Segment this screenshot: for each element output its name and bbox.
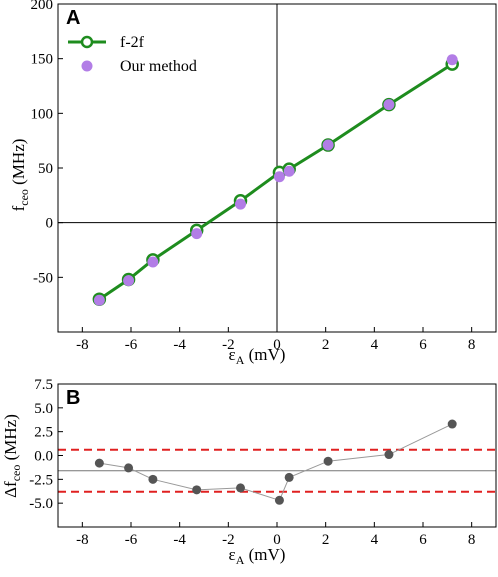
panel-b-x-tick-label: 4 (371, 532, 379, 548)
our-method-point (147, 256, 159, 268)
panel-b-y-tick-label: 5.0 (34, 401, 53, 417)
panel-b-x-tick-label: -2 (222, 532, 235, 548)
panel-a-x-axis-label: εA (mV) (229, 345, 286, 367)
panel-a-y-axis-sub: ceo (17, 189, 31, 206)
legend-label-f2f: f-2f (120, 34, 145, 51)
panel-b-x-axis-label: εA (mV) (229, 545, 286, 567)
panel-a-x-tick-label: 2 (322, 337, 330, 353)
panel-a-y-tick-label: 50 (38, 161, 53, 177)
panel-a-y-tick-label: 100 (31, 106, 54, 122)
panel-a-y-axis-label: fceo (MHz) (9, 139, 31, 212)
our-method-point (273, 171, 285, 183)
panel-a-ticks: -8 -6 -4 -2 0 2 4 6 8 -50 0 50 100 150 200 (31, 0, 476, 353)
panel-a-label: A (66, 7, 80, 29)
panel-a-chart: -8 -6 -4 -2 0 2 4 6 8 -50 0 50 100 150 200 A f-2f Our … (9, 0, 497, 367)
panel-a-x-tick-label: 4 (371, 337, 379, 353)
panel-a-y-tick-label: 0 (46, 216, 54, 232)
panel-a-x-tick-label: 6 (419, 337, 427, 353)
legend-filled-circle-marker (81, 60, 93, 72)
legend: f-2f Our method (68, 34, 197, 75)
panel-b-x-axis-sub: A (236, 553, 245, 567)
panel-b-label: B (66, 387, 80, 409)
panel-a-series (92, 54, 459, 306)
panel-a-y-tick-label: -50 (33, 270, 53, 286)
panel-a-x-axis-main: ε (229, 345, 236, 364)
panel-b-x-tick-label: 0 (273, 532, 281, 548)
panel-b-x-tick-label: -4 (173, 532, 186, 548)
panel-b-x-tick-label: 6 (419, 532, 427, 548)
difference-point (323, 456, 333, 466)
panel-a-x-tick-label: 8 (468, 337, 476, 353)
our-method-point (383, 99, 395, 111)
difference-point (148, 474, 158, 484)
our-method-point (123, 275, 135, 287)
our-method-point (283, 165, 295, 177)
difference-point (94, 458, 104, 468)
difference-point (384, 450, 394, 460)
panel-b-y-tick-label: 7.5 (34, 377, 53, 393)
panel-b-y-tick-label: -2.5 (29, 472, 53, 488)
panel-a-y-tick-label: 150 (31, 52, 54, 68)
difference-point (124, 463, 134, 473)
panel-b-y-tick-label: 2.5 (34, 425, 53, 441)
panel-b-y-tick-label: 0.0 (34, 449, 53, 465)
panel-a-y-axis-main: f (9, 205, 28, 211)
panel-b-x-tick-label: 8 (468, 532, 476, 548)
our-method-point (93, 294, 105, 306)
difference-point (274, 495, 284, 505)
panel-b-y-axis-main: Δf (1, 481, 20, 498)
legend-label-our-method: Our method (120, 58, 197, 75)
difference-connector-line (99, 423, 453, 501)
panel-a-y-tick-label: 200 (31, 0, 54, 13)
difference-point (192, 485, 202, 495)
panel-a-x-tick-label: -8 (76, 337, 89, 353)
our-method-point (446, 54, 458, 66)
panel-b-y-axis-label: Δfceo (MHz) (1, 414, 23, 498)
panel-b-x-axis-main: ε (229, 545, 236, 564)
f2f-series-line (98, 62, 454, 301)
our-method-point (191, 228, 203, 240)
our-method-point (235, 198, 246, 210)
panel-a-y-axis-unit: (MHz) (9, 139, 28, 190)
panel-a-x-tick-label: -4 (173, 337, 186, 353)
panel-b-x-tick-label: 2 (322, 532, 330, 548)
difference-point (284, 472, 294, 482)
legend-open-circle-marker (80, 35, 94, 49)
panel-b-y-axis-unit: (MHz) (1, 414, 20, 465)
difference-point (447, 419, 457, 429)
panel-b-x-tick-label: -6 (125, 532, 138, 548)
panel-b-x-tick-label: -8 (76, 532, 89, 548)
panel-a-x-tick-label: 0 (273, 337, 281, 353)
panel-b-ticks: -8 -6 -4 -2 0 2 4 6 8 -5.0 -2.5 0.0 2.5 5.0 7.5 (29, 377, 475, 548)
panel-b-y-axis-sub: ceo (9, 465, 23, 482)
panel-b-y-tick-label: -5.0 (29, 496, 53, 512)
panel-a-x-axis-sub: A (236, 353, 245, 367)
difference-point (236, 483, 245, 493)
our-method-point (322, 139, 334, 151)
panel-a-x-tick-label: -6 (125, 337, 138, 353)
panel-a-x-tick-label: -2 (222, 337, 235, 353)
panel-b-chart: -8 -6 -4 -2 0 2 4 6 8 -5.0 -2.5 0.0 2.5 5.0 7.5 B εA (… (1, 377, 497, 567)
panel-a-x-axis-unit: (mV) (244, 345, 285, 364)
panel-b-x-axis-unit: (mV) (244, 545, 285, 564)
panel-b-series (94, 419, 457, 505)
